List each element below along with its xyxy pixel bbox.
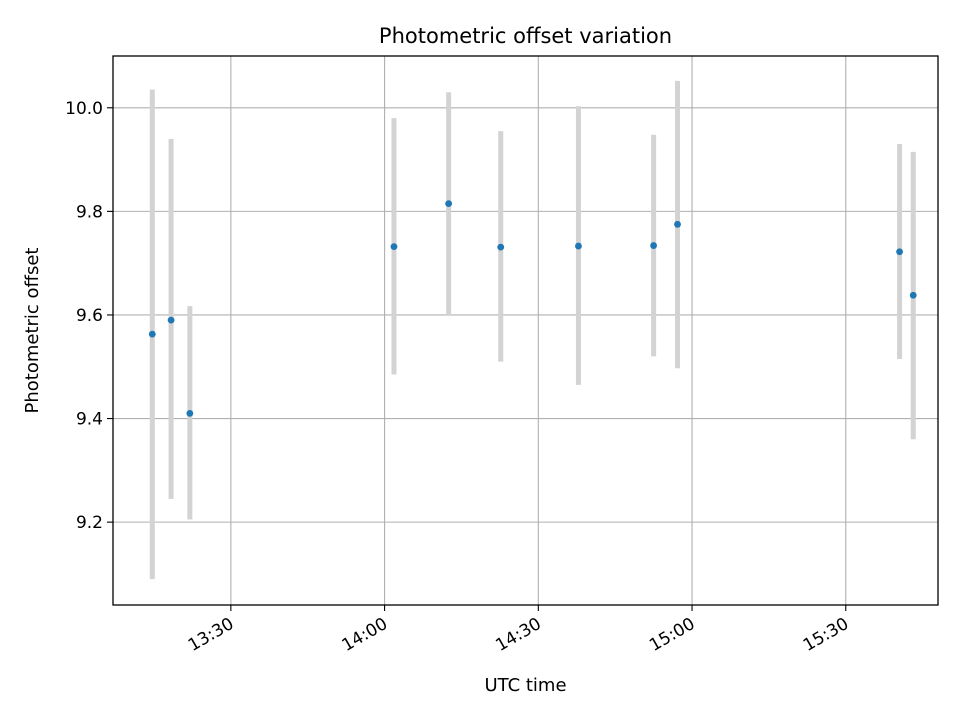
data-point <box>909 291 917 299</box>
x-tick-label: 13:30 <box>185 614 237 656</box>
y-tick-label: 10.0 <box>65 99 103 119</box>
data-point <box>650 242 658 249</box>
y-axis-title: Photometric offset <box>22 248 43 414</box>
x-tick-label: 14:30 <box>492 614 544 656</box>
plot-frame <box>112 55 939 606</box>
data-point <box>497 243 505 251</box>
x-tick-label: 14:00 <box>339 614 391 656</box>
axis-ticks: 13:30 14:00 14:30 15:00 15:30 9.2 9.4 9.6 9.8 10.… <box>65 99 852 656</box>
grid-lines <box>113 56 938 605</box>
y-tick-label: 9.2 <box>76 513 103 533</box>
data-point <box>186 409 194 417</box>
x-tick-label: 15:00 <box>646 614 698 656</box>
data-points <box>148 200 917 417</box>
data-point <box>575 242 582 250</box>
y-tick-label: 9.4 <box>76 410 103 430</box>
data-point <box>390 243 398 250</box>
data-point <box>896 248 903 256</box>
data-point <box>445 200 453 208</box>
y-tick-label: 9.6 <box>76 306 103 326</box>
x-axis-title: UTC time <box>484 675 566 696</box>
data-point <box>167 316 175 324</box>
data-point <box>674 220 681 228</box>
x-tick-label: 15:30 <box>800 614 852 656</box>
y-tick-label: 9.8 <box>76 202 103 222</box>
chart-title: Photometric offset variation <box>379 24 672 48</box>
error-bars <box>149 80 916 580</box>
data-point <box>148 330 156 338</box>
